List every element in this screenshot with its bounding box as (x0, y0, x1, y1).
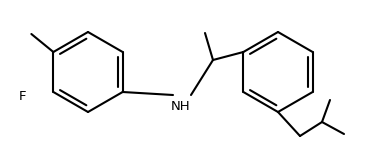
Text: F: F (18, 91, 26, 103)
Text: NH: NH (171, 100, 191, 113)
